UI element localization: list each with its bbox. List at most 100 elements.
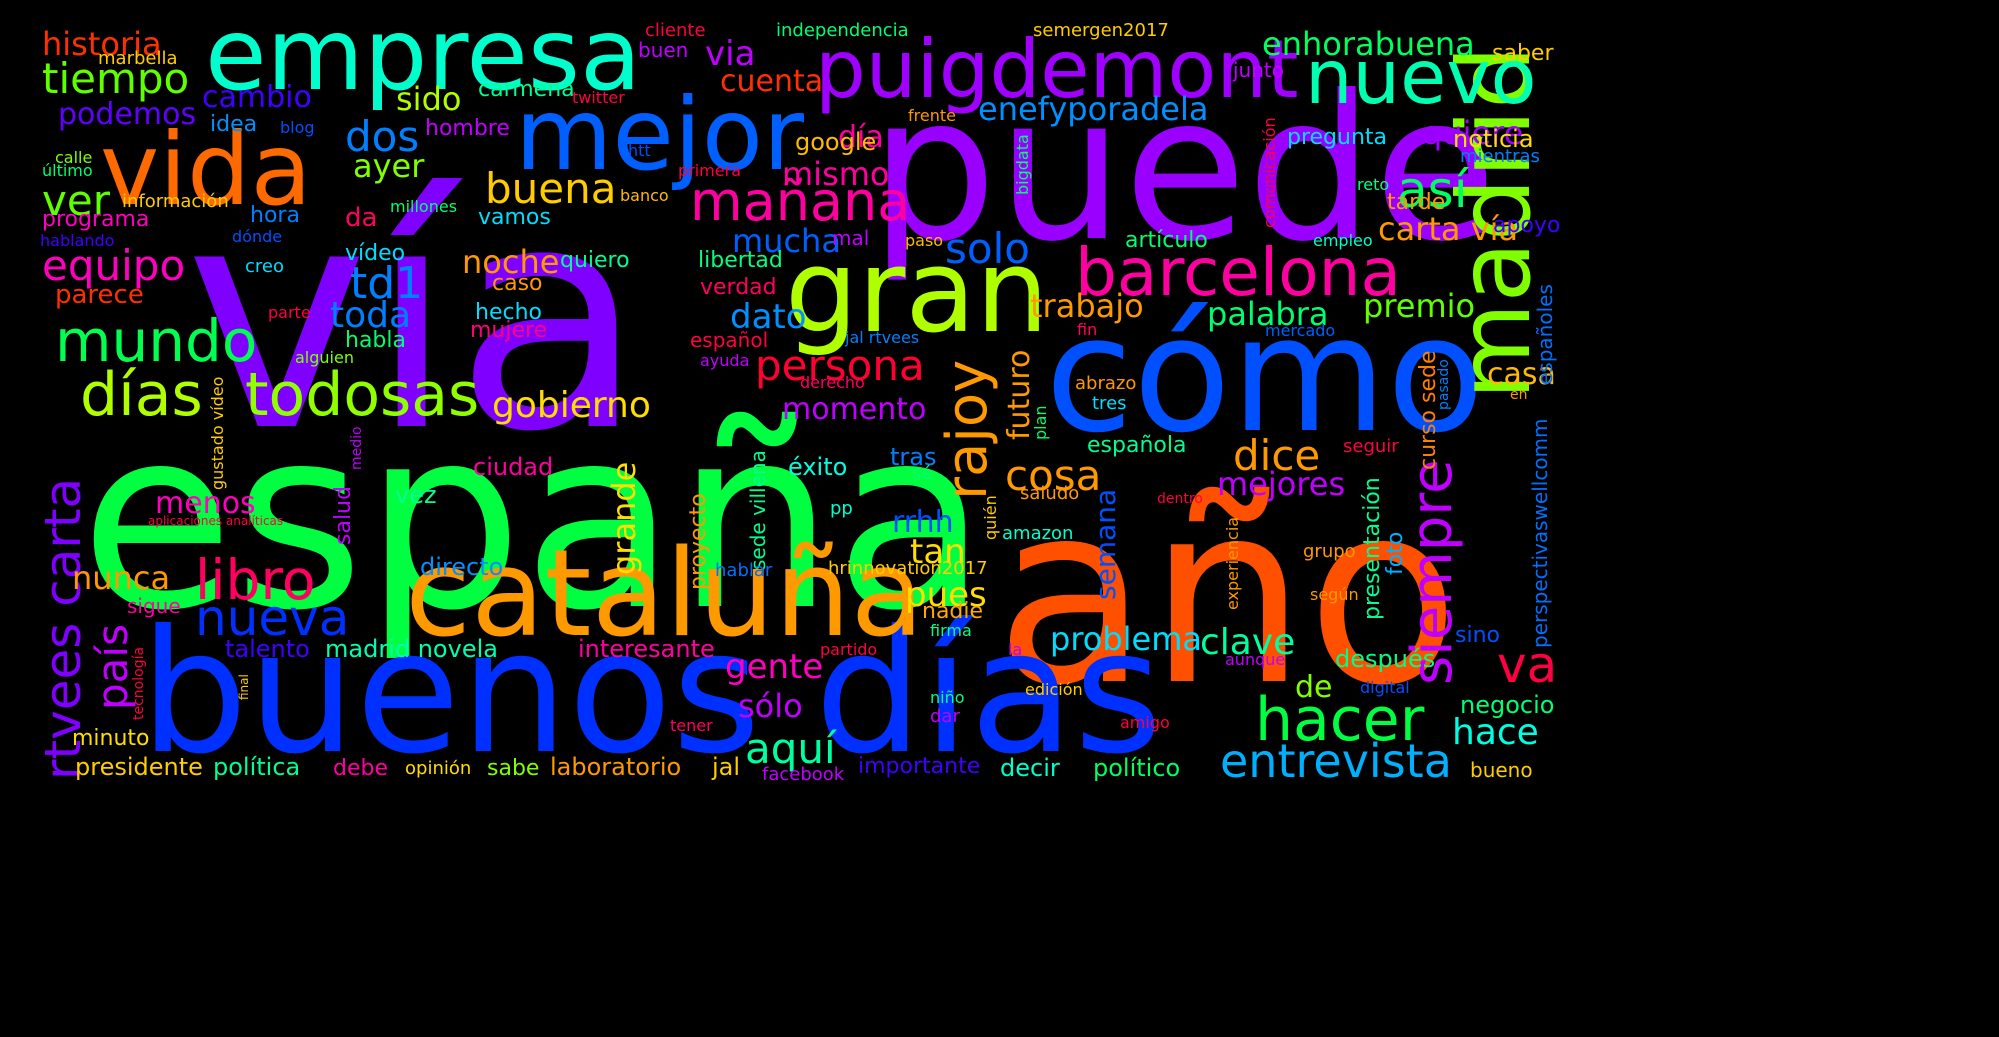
word-exito: éxito	[788, 453, 848, 481]
word-fin: fin	[1077, 320, 1098, 339]
word-foto: foto	[1383, 531, 1408, 575]
word-espanol: español	[690, 328, 769, 352]
word-solo: solo	[945, 224, 1030, 273]
word-noticia: noticia	[1453, 125, 1534, 153]
word-mientras: mientras	[1460, 146, 1540, 167]
word-sino: sino	[1455, 623, 1500, 648]
word-jal: jal	[712, 753, 741, 781]
word-donde: dónde	[232, 227, 283, 246]
word-mercado: mercado	[1265, 321, 1336, 340]
word-libro: libro	[195, 548, 316, 612]
word-asi: así	[1397, 161, 1468, 219]
word-minuto: minuto	[72, 726, 150, 751]
word-gran: gran	[785, 225, 1049, 359]
word-en: en	[1510, 387, 1528, 403]
word-buen: buen	[638, 38, 689, 62]
word-se: sé	[912, 463, 933, 484]
word-tras: tras	[890, 443, 937, 471]
word-experiencia: experiencia	[1223, 516, 1242, 610]
word-de: de	[1295, 670, 1333, 705]
word-ver: ver	[42, 176, 110, 225]
word-laboratorio: laboratorio	[550, 753, 682, 781]
word-plan: plan	[1031, 405, 1050, 440]
word-parte: parte	[268, 303, 311, 322]
word-negocio: negocio	[1460, 691, 1555, 719]
word-dia: día	[838, 120, 884, 155]
word-momento: momento	[782, 392, 927, 427]
word-manana: mañana	[690, 170, 911, 233]
word-la: la	[1008, 640, 1023, 659]
word-hombre: hombre	[425, 116, 510, 141]
word-persona: persona	[755, 341, 925, 390]
word-abrazo: abrazo	[1075, 373, 1137, 394]
word-quien: quién	[981, 495, 1000, 540]
word-hrinnovation2017: hrinnovation2017	[828, 558, 988, 579]
word-pregunta: pregunta	[1287, 125, 1388, 150]
word-tener: tener	[670, 716, 713, 735]
word-rrhh: rrhh	[892, 505, 954, 540]
word-madrid-novela: madrid novela	[325, 635, 498, 663]
word-quiero: quiero	[560, 248, 630, 273]
word-creo: creo	[245, 256, 284, 277]
word-casa: casa	[1487, 357, 1556, 392]
word-partido: partido	[820, 640, 878, 659]
word-sido: sido	[396, 80, 462, 118]
word-pais: país	[88, 624, 137, 710]
word-semana: semana	[1089, 488, 1122, 600]
word-grupo: grupo	[1303, 541, 1356, 562]
word-libertad: libertad	[698, 248, 783, 273]
word-carta-via: carta vía	[1378, 210, 1519, 248]
word-sede-villena: sede villena	[746, 450, 770, 570]
word-saludo: saludo	[1020, 483, 1080, 504]
word-tres: tres	[1092, 393, 1127, 414]
word-ciudad: ciudad	[473, 453, 554, 481]
word-toda: toda	[330, 295, 412, 336]
word-podemos: podemos	[58, 97, 197, 132]
word-paso: paso	[905, 231, 944, 250]
word-vamos: vamos	[478, 205, 551, 230]
word-ano: año	[995, 449, 1460, 740]
word-apoyo: apoyo	[1493, 213, 1561, 238]
word-via-accent: vía	[185, 139, 645, 500]
word-sabe: sabe	[487, 756, 540, 781]
word-vez: vez	[395, 481, 437, 509]
word-semergen2017: semergen2017	[1033, 20, 1169, 41]
word-primera: primera	[678, 161, 741, 180]
word-edicion: edición	[1025, 680, 1083, 699]
word-independencia: independencia	[776, 20, 909, 41]
word-nino: niño	[930, 688, 965, 707]
word-empresa: empresa	[205, 0, 642, 113]
word-mundo: mundo	[55, 307, 258, 375]
word-va: va	[1497, 636, 1558, 694]
word-verdad: verdad	[700, 275, 777, 300]
word-via: via	[705, 34, 756, 74]
word-aplicaciones-analiticas: aplicaciones analíticas	[148, 514, 284, 528]
word-politico: político	[1093, 754, 1181, 782]
word-htt: htt	[628, 141, 651, 160]
word-vida: vida	[100, 111, 312, 228]
word-presidente: presidente	[75, 753, 203, 781]
word-nueva: nueva	[195, 589, 350, 647]
word-espana: españa	[80, 374, 988, 665]
word-grande: grande	[605, 461, 643, 575]
word-buena: buena	[485, 164, 617, 213]
word-tan: tan	[910, 532, 966, 572]
word-pasado: pasado	[1436, 359, 1452, 410]
word-alguien: alguien	[295, 348, 354, 367]
word-derecho: derecho	[800, 373, 865, 392]
word-trabajo: trabajo	[1030, 287, 1144, 325]
word-video: vídeo	[345, 241, 406, 266]
word-empleo: empleo	[1313, 231, 1373, 250]
word-palabra: palabra	[1207, 295, 1329, 333]
word-politica: política	[213, 753, 301, 781]
word-mal: mal	[832, 226, 870, 250]
word-sigue: sigue	[127, 594, 181, 618]
word-ayuda: ayuda	[700, 351, 750, 370]
word-cliente: cliente	[645, 20, 706, 41]
word-amazon: amazon	[1002, 523, 1074, 544]
word-seguir: seguir	[1343, 436, 1399, 457]
word-mejores: mejores	[1217, 465, 1346, 503]
word-mujere: mujere	[470, 318, 548, 343]
word-equipo: equipo	[42, 241, 186, 290]
